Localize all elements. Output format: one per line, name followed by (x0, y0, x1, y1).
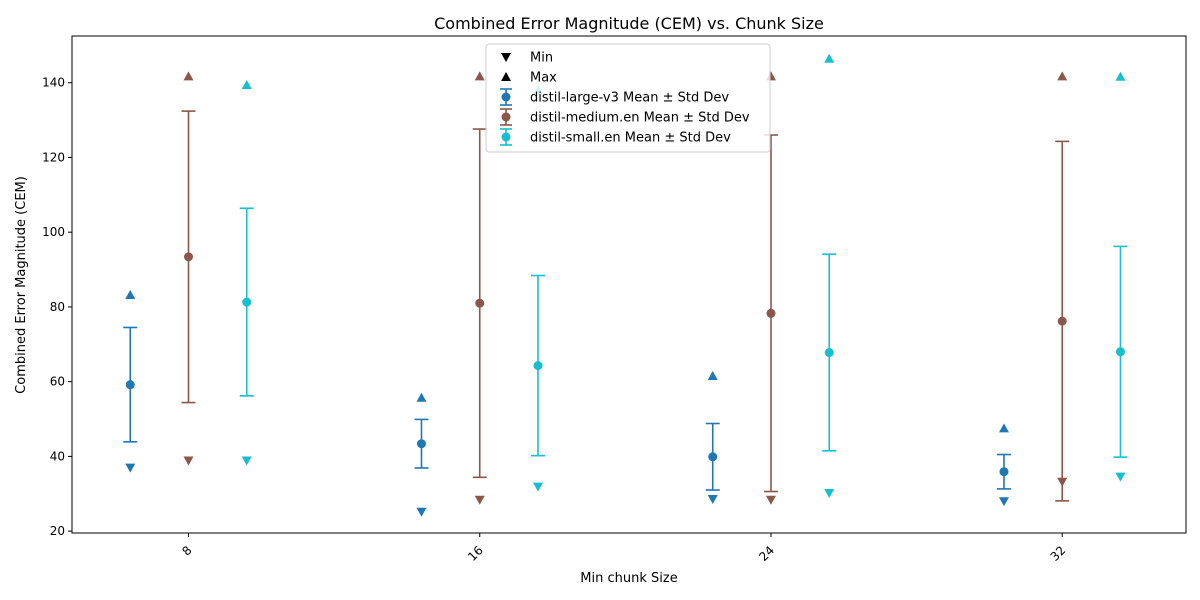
min-marker (1057, 477, 1068, 487)
max-marker (1115, 71, 1126, 81)
legend: Min Max distil-large-v3 Mean ± Std Dev dist… (485, 43, 771, 153)
legend-box (485, 43, 771, 153)
min-marker (241, 456, 252, 466)
max-marker (241, 79, 252, 89)
mean-point (1057, 316, 1067, 326)
mean-point (533, 361, 543, 371)
max-marker (183, 71, 194, 81)
legend-label-min: Min (530, 51, 553, 66)
max-marker (707, 371, 718, 381)
legend-label-medium: distil-medium.en Mean ± Std Dev (530, 111, 750, 126)
y-tick-label: 140 (42, 76, 65, 90)
legend-mean-point (501, 132, 511, 142)
mean-point (1115, 347, 1125, 357)
legend-mean-point (501, 92, 511, 102)
x-tick-label: 8 (179, 543, 194, 558)
min-marker (416, 507, 427, 517)
y-tick-label: 40 (50, 449, 65, 463)
mean-point (416, 439, 426, 449)
legend-max-marker (501, 72, 511, 81)
y-tick-label: 120 (42, 150, 65, 164)
x-axis-title: Min chunk Size (580, 571, 677, 586)
max-marker (1057, 71, 1068, 81)
min-marker (1115, 472, 1126, 482)
min-marker (998, 497, 1009, 507)
mean-point (766, 308, 776, 318)
max-marker (474, 71, 485, 81)
min-marker (707, 494, 718, 504)
legend-min-marker (501, 53, 511, 62)
y-tick-label: 60 (50, 375, 65, 389)
mean-point (125, 380, 135, 390)
max-marker (125, 289, 136, 299)
max-marker (998, 423, 1009, 433)
y-tick-label: 80 (50, 300, 65, 314)
mean-point (183, 252, 193, 262)
mean-point (242, 297, 252, 307)
x-tick-label: 16 (465, 543, 486, 564)
min-marker (532, 482, 543, 492)
min-marker (765, 495, 776, 505)
min-marker (824, 489, 835, 499)
y-tick-label: 100 (42, 225, 65, 239)
legend-mean-point (501, 112, 511, 122)
legend-label-small: distil-small.en Mean ± Std Dev (530, 131, 731, 146)
y-tick-label: 20 (50, 524, 65, 538)
max-marker (416, 392, 427, 402)
y-axis-title: Combined Error Magnitude (CEM) (14, 176, 29, 394)
legend-label-max: Max (530, 71, 557, 86)
mean-point (999, 467, 1009, 477)
legend-label-large: distil-large-v3 Mean ± Std Dev (530, 91, 729, 106)
plot-frame (71, 35, 1187, 534)
mean-point (824, 348, 834, 358)
x-tick-label: 32 (1048, 543, 1069, 564)
data-marks (123, 53, 1128, 517)
min-marker (183, 456, 194, 466)
min-marker (474, 495, 485, 505)
chart-title: Combined Error Magnitude (CEM) vs. Chunk… (434, 14, 824, 33)
max-marker (824, 53, 835, 63)
x-tick-label: 24 (756, 543, 777, 564)
min-marker (125, 463, 136, 473)
mean-point (708, 452, 718, 462)
mean-point (475, 298, 485, 308)
